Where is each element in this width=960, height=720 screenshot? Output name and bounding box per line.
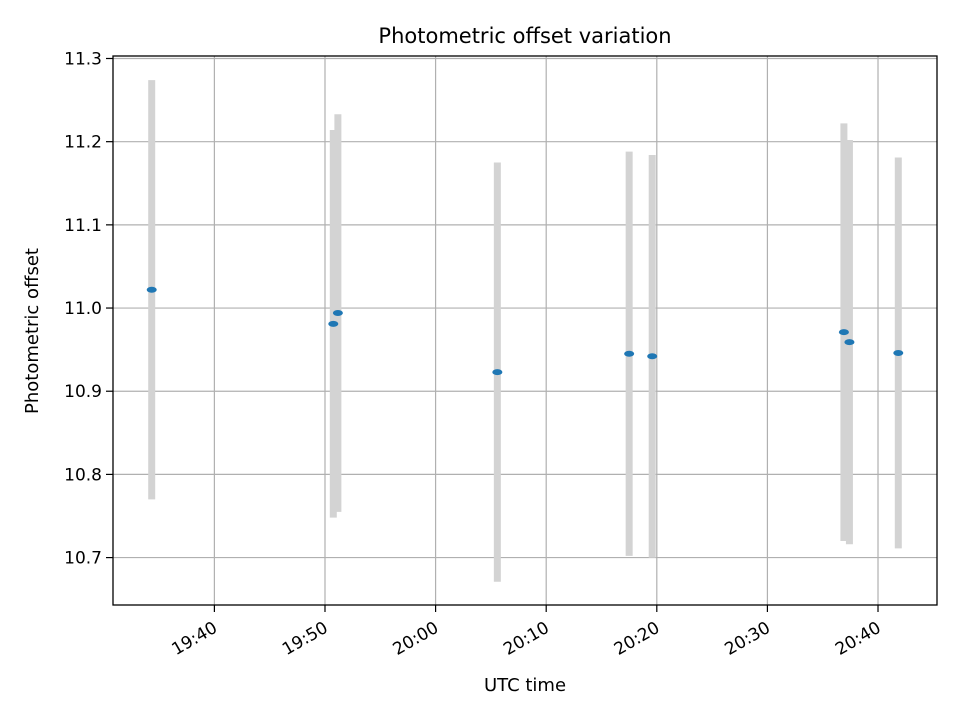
plot-frame — [112, 55, 938, 606]
y-axis-ticks: 10.7 10.8 10.9 11.0 11.1 11.2 11.3 — [64, 49, 113, 569]
y-tick-label: 10.7 — [64, 549, 102, 569]
y-tick-label: 11.3 — [64, 49, 102, 69]
y-tick-label: 11.0 — [64, 299, 102, 319]
x-tick-label: 20:40 — [832, 618, 884, 660]
y-tick-label: 10.9 — [64, 382, 102, 402]
data-point — [838, 329, 849, 336]
data-point — [328, 320, 339, 327]
y-axis-label: Photometric offset — [22, 248, 43, 414]
x-tick-label: 20:20 — [611, 618, 663, 660]
y-tick-label: 10.8 — [64, 465, 102, 485]
chart-title: Photometric offset variation — [378, 24, 671, 48]
y-tick-label: 11.2 — [64, 133, 102, 153]
x-tick-label: 20:30 — [721, 618, 773, 660]
data-point — [844, 339, 855, 346]
data-point — [893, 349, 904, 356]
y-tick-label: 11.1 — [64, 216, 102, 236]
data-point — [492, 369, 503, 376]
grid — [113, 56, 937, 605]
x-tick-label: 20:10 — [500, 618, 552, 660]
error-bars — [148, 80, 902, 582]
data-point — [146, 286, 157, 293]
data-point — [624, 350, 635, 357]
data-point — [647, 353, 658, 360]
x-tick-label: 20:00 — [390, 618, 442, 660]
data-points — [146, 286, 904, 376]
x-axis-label: UTC time — [484, 675, 566, 696]
x-axis-ticks: 19:40 19:50 20:00 20:10 20:20 20:30 20:40 — [168, 605, 885, 660]
data-point — [332, 310, 343, 317]
x-tick-label: 19:50 — [279, 618, 331, 660]
x-tick-label: 19:40 — [168, 618, 220, 660]
